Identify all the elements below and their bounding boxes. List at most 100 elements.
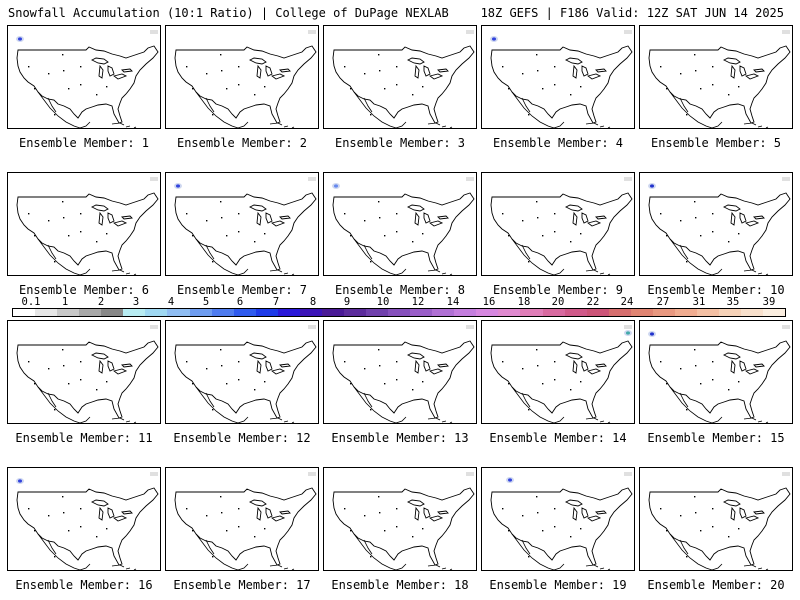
colorbar-swatch <box>498 309 521 316</box>
ensemble-map-panel <box>165 25 319 129</box>
colorbar-swatch <box>211 309 234 316</box>
colorbar-swatch <box>432 309 455 316</box>
model-valid-time: 18Z GEFS | F186 Valid: 12Z SAT JUN 14 20… <box>480 6 784 20</box>
colorbar-swatch <box>476 309 499 316</box>
ensemble-map-panel <box>481 467 635 571</box>
colorbar-swatch <box>586 309 609 316</box>
colorbar-swatch <box>299 309 322 316</box>
colorbar-swatch <box>79 309 102 316</box>
colorbar-swatch <box>608 309 631 316</box>
colorbar-swatch <box>277 309 300 316</box>
ensemble-map-panel <box>323 320 477 424</box>
snowfall-spot <box>490 36 498 42</box>
ensemble-map-panel <box>639 320 793 424</box>
ensemble-member-label: Ensemble Member: 20 <box>647 578 785 592</box>
colorbar-swatch <box>101 309 124 316</box>
us-map <box>648 30 791 128</box>
ensemble-member-label: Ensemble Member: 11 <box>15 431 153 445</box>
ensemble-map-panel <box>165 172 319 276</box>
us-map <box>490 30 633 128</box>
ensemble-map-panel <box>639 467 793 571</box>
us-map <box>648 325 791 423</box>
colorbar-tick-label: 3 <box>132 296 140 308</box>
ensemble-map-panel <box>639 25 793 129</box>
us-map <box>332 30 475 128</box>
ensemble-map-panel <box>323 172 477 276</box>
colorbar-swatch <box>145 309 168 316</box>
us-map <box>490 177 633 275</box>
colorbar-swatch <box>189 309 212 316</box>
us-map <box>490 472 633 570</box>
ensemble-member-label: Ensemble Member: 16 <box>15 578 153 592</box>
ensemble-member-label: Ensemble Member: 15 <box>647 431 785 445</box>
colorbar-tick-label: 9 <box>343 296 351 308</box>
colorbar-swatch <box>255 309 278 316</box>
colorbar-tick-label: 16 <box>482 296 496 308</box>
colorbar-tick-label: 12 <box>411 296 425 308</box>
snowfall-spot <box>624 330 632 336</box>
colorbar-tick-label: 10 <box>376 296 390 308</box>
colorbar-tick-label: 35 <box>726 296 740 308</box>
snowfall-colorbar <box>12 308 786 317</box>
colorbar-swatch <box>542 309 565 316</box>
ensemble-member-label: Ensemble Member: 6 <box>18 283 150 297</box>
colorbar-swatch <box>123 309 146 316</box>
ensemble-member-label: Ensemble Member: 7 <box>176 283 308 297</box>
colorbar-swatch <box>652 309 675 316</box>
ensemble-map-panel <box>7 320 161 424</box>
colorbar-tick-label: 5 <box>202 296 210 308</box>
colorbar-swatch <box>343 309 366 316</box>
ensemble-map-panel <box>323 25 477 129</box>
snowfall-spot <box>332 183 340 189</box>
colorbar-tick-label: 6 <box>236 296 244 308</box>
colorbar-swatch <box>719 309 742 316</box>
colorbar-tick-label: 1 <box>61 296 69 308</box>
ensemble-member-label: Ensemble Member: 3 <box>334 136 466 150</box>
us-map <box>174 30 317 128</box>
us-map <box>16 472 159 570</box>
colorbar-swatch <box>564 309 587 316</box>
us-map <box>174 325 317 423</box>
colorbar-swatch <box>696 309 719 316</box>
ensemble-member-label: Ensemble Member: 19 <box>489 578 627 592</box>
colorbar-swatch <box>674 309 697 316</box>
ensemble-map-panel <box>481 320 635 424</box>
snowfall-spot <box>506 477 514 483</box>
us-map <box>332 325 475 423</box>
colorbar-swatch <box>233 309 256 316</box>
ensemble-member-label: Ensemble Member: 2 <box>176 136 308 150</box>
colorbar-swatch <box>454 309 477 316</box>
us-map <box>332 472 475 570</box>
us-map <box>16 177 159 275</box>
snowfall-spot <box>648 183 656 189</box>
colorbar-swatch <box>167 309 190 316</box>
colorbar-tick-label: 0.1 <box>21 296 41 308</box>
colorbar-swatch <box>410 309 433 316</box>
colorbar-swatch <box>388 309 411 316</box>
ensemble-member-label: Ensemble Member: 4 <box>492 136 624 150</box>
colorbar-tick-label: 2 <box>97 296 105 308</box>
snowfall-spot <box>16 36 24 42</box>
colorbar-swatch <box>321 309 344 316</box>
snowfall-spot <box>16 478 24 484</box>
us-map <box>490 325 633 423</box>
us-map <box>174 472 317 570</box>
colorbar-tick-label: 39 <box>762 296 776 308</box>
colorbar-tick-label: 18 <box>517 296 531 308</box>
ensemble-member-label: Ensemble Member: 8 <box>334 283 466 297</box>
ensemble-map-panel <box>481 25 635 129</box>
ensemble-member-label: Ensemble Member: 1 <box>18 136 150 150</box>
colorbar-tick-label: 31 <box>692 296 706 308</box>
snowfall-spot <box>648 331 656 337</box>
us-map <box>16 325 159 423</box>
ensemble-map-panel <box>165 320 319 424</box>
colorbar-swatch <box>741 309 764 316</box>
us-map <box>648 472 791 570</box>
colorbar-tick-label: 7 <box>272 296 280 308</box>
ensemble-member-label: Ensemble Member: 10 <box>647 283 785 297</box>
ensemble-map-panel <box>7 172 161 276</box>
snowfall-spot <box>174 183 182 189</box>
colorbar-swatch <box>366 309 389 316</box>
colorbar-swatch <box>763 309 786 316</box>
us-map <box>332 177 475 275</box>
